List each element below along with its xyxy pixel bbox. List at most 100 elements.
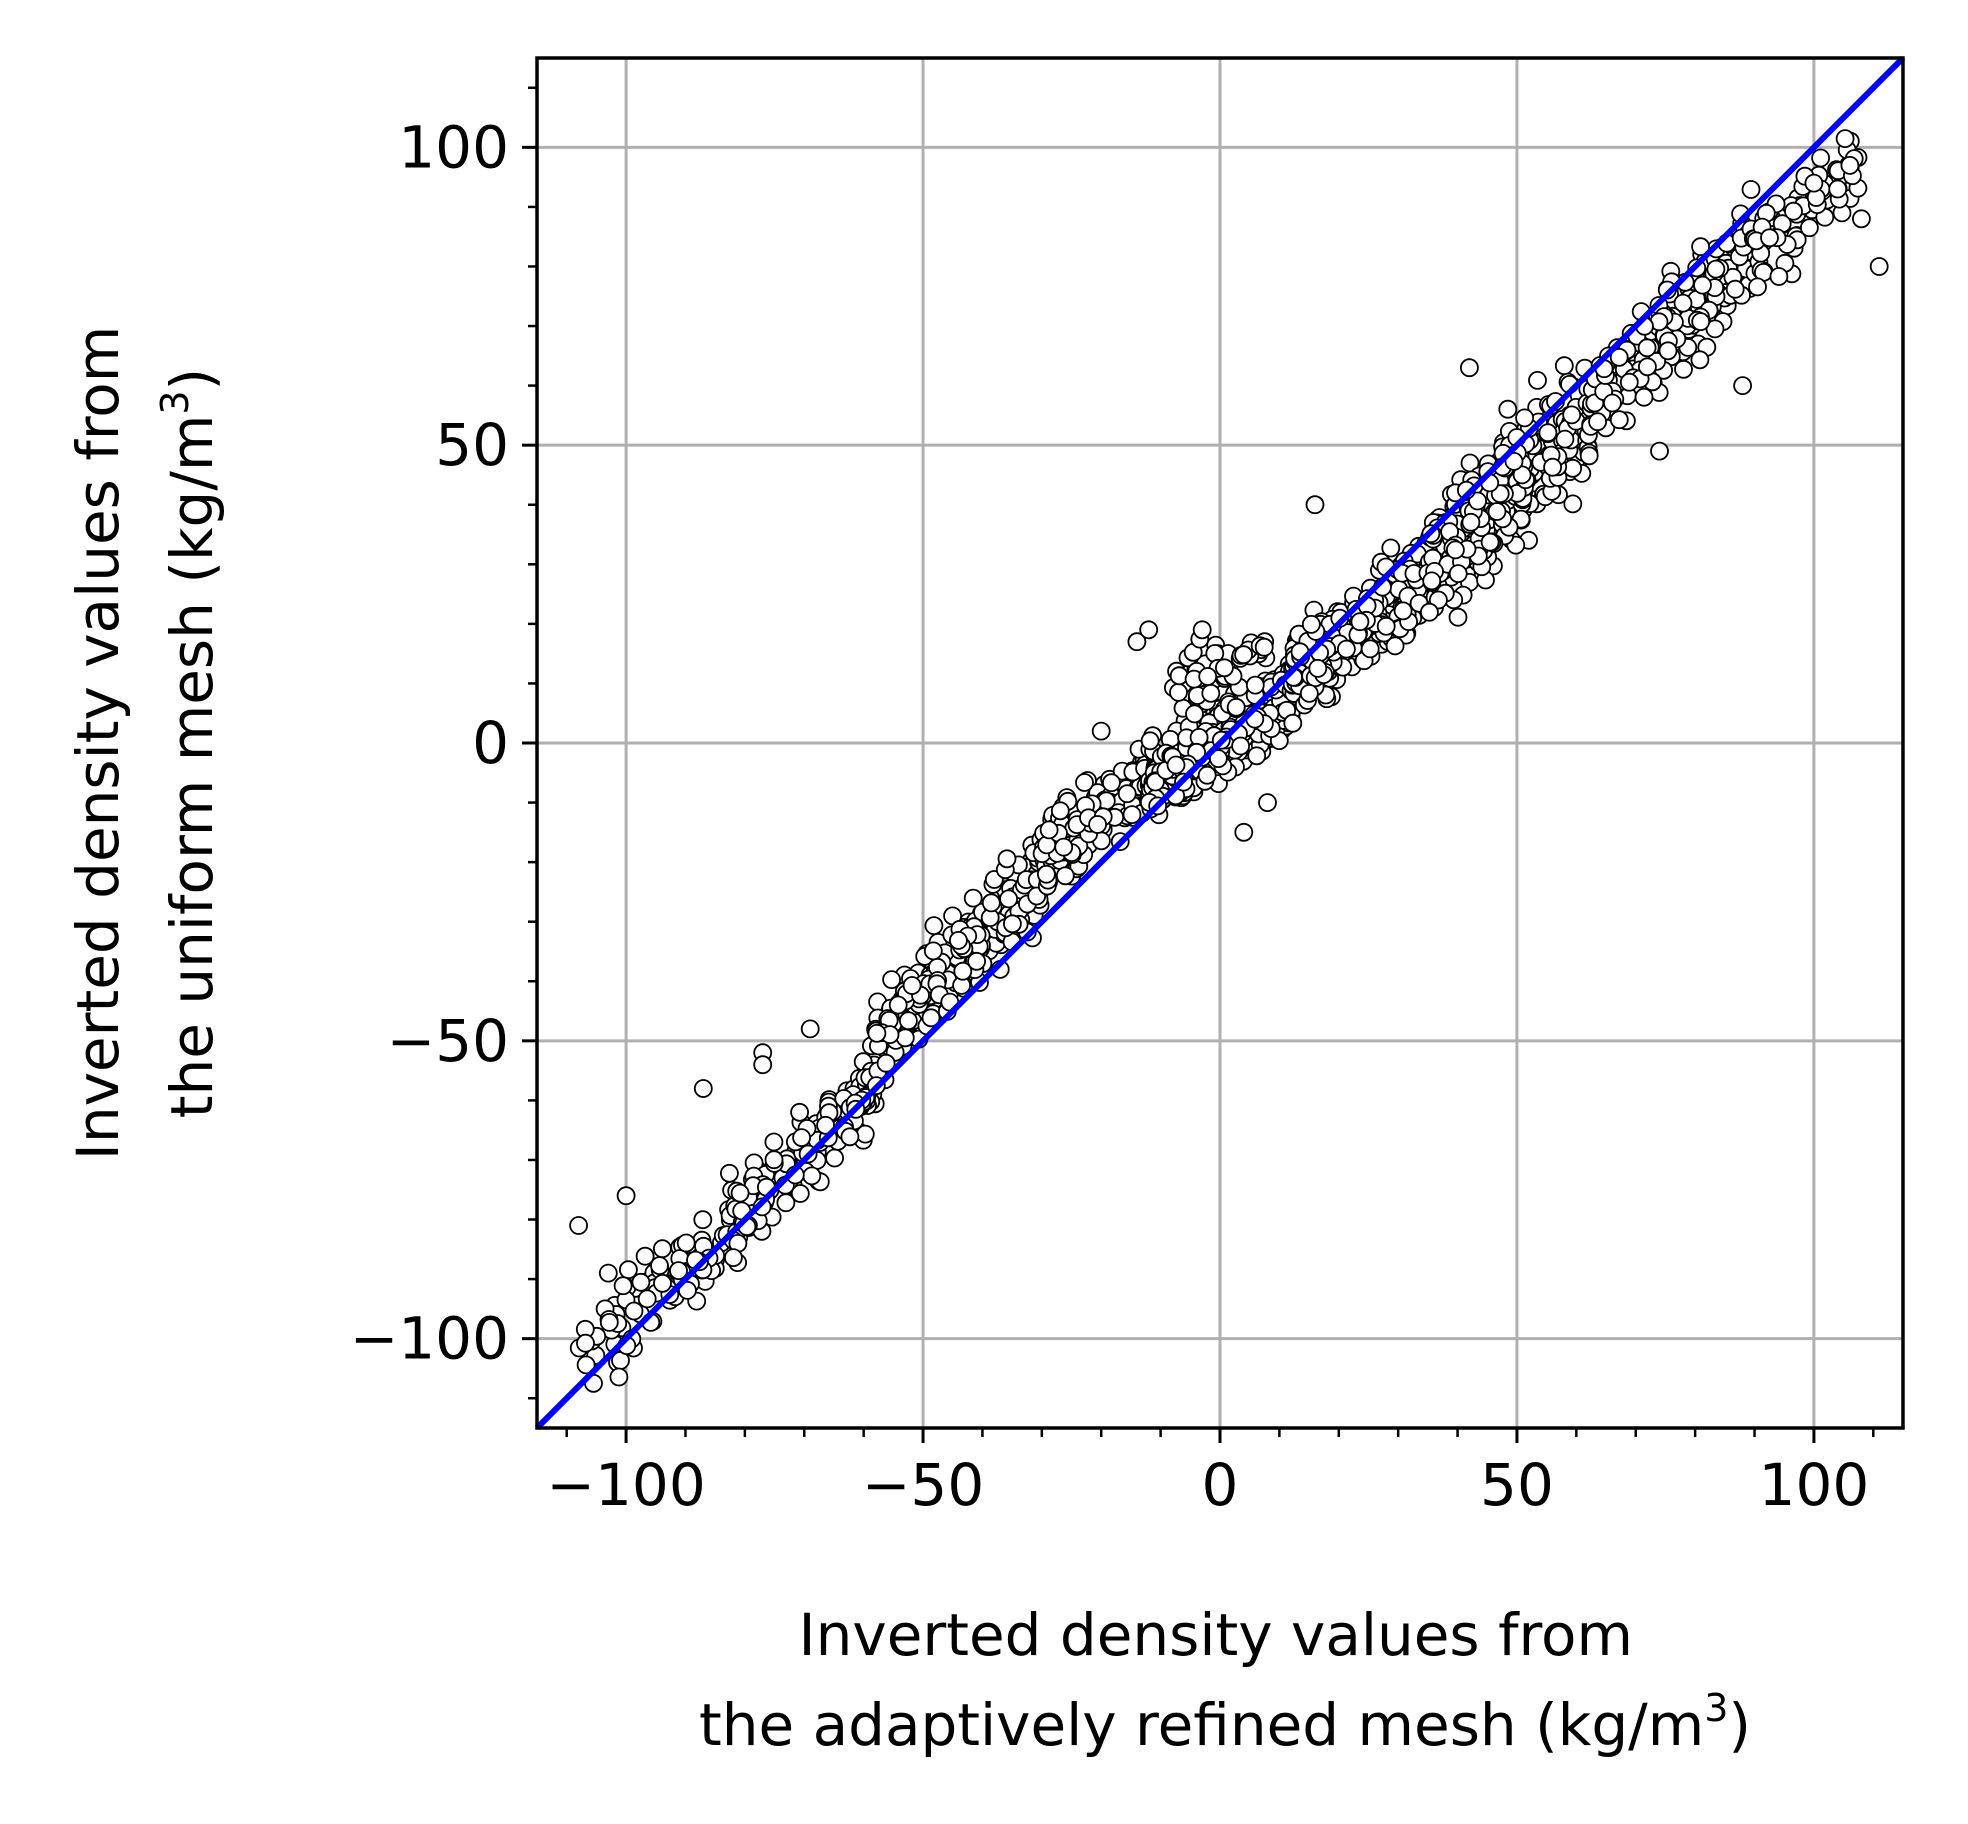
data-point xyxy=(1693,275,1712,295)
x-tick-labels: −100 −50 0 50 100 xyxy=(546,1451,1869,1519)
data-point xyxy=(1650,441,1669,461)
data-point xyxy=(1350,612,1370,632)
data-point xyxy=(882,970,901,989)
data-point xyxy=(631,1272,651,1292)
data-point xyxy=(1360,639,1380,659)
data-point xyxy=(1869,257,1889,276)
data-point xyxy=(1308,659,1328,678)
data-point xyxy=(1050,801,1070,821)
data-point xyxy=(1811,148,1830,168)
data-point xyxy=(678,1281,697,1300)
data-point xyxy=(1192,620,1212,640)
data-point xyxy=(1169,683,1188,702)
data-point xyxy=(802,1166,822,1186)
data-point xyxy=(790,1102,809,1122)
data-point xyxy=(1117,784,1137,804)
data-point xyxy=(635,1246,655,1266)
data-point xyxy=(1037,864,1056,884)
data-point xyxy=(888,995,908,1015)
data-point xyxy=(1515,408,1534,428)
data-point xyxy=(902,976,922,995)
data-point xyxy=(1146,772,1165,792)
data-point xyxy=(792,1128,811,1147)
data-point xyxy=(1461,512,1481,532)
data-point xyxy=(776,1193,796,1213)
data-point xyxy=(1588,412,1607,432)
x-tick-label: 50 xyxy=(1480,1451,1554,1519)
y-tick-label: 100 xyxy=(398,113,509,181)
data-point xyxy=(1579,446,1599,466)
data-point xyxy=(1634,387,1654,407)
data-point xyxy=(1448,607,1468,627)
data-point xyxy=(613,1276,633,1296)
data-point xyxy=(924,916,944,935)
data-point xyxy=(1234,822,1254,842)
x-axis-label-superscript: 3 xyxy=(1704,1686,1728,1730)
data-point xyxy=(1215,658,1234,678)
data-points xyxy=(569,129,1889,1393)
data-point xyxy=(1102,773,1121,793)
data-point xyxy=(1003,914,1022,934)
data-point xyxy=(1381,538,1401,558)
data-point xyxy=(1245,675,1265,695)
data-point xyxy=(899,1011,918,1031)
data-point xyxy=(1784,201,1803,221)
y-axis-label-line-1: Inverted density values from xyxy=(64,326,132,1161)
data-point xyxy=(1603,393,1622,413)
y-axis-label-second-line: the uniform mesh (kg/m3) xyxy=(153,368,226,1118)
data-point xyxy=(1460,358,1479,378)
data-point xyxy=(1741,180,1761,199)
data-point xyxy=(1674,359,1693,379)
data-point xyxy=(1234,645,1253,665)
data-point xyxy=(1835,129,1855,149)
data-point xyxy=(1852,209,1871,229)
data-point xyxy=(949,931,968,950)
data-point xyxy=(764,1132,784,1152)
data-point xyxy=(1480,532,1500,552)
data-point xyxy=(867,1023,887,1043)
data-point xyxy=(1487,502,1507,521)
data-point xyxy=(1543,457,1562,477)
data-point xyxy=(1609,410,1629,430)
data-point xyxy=(1122,805,1142,824)
data-point xyxy=(609,1367,629,1387)
y-axis-label: Inverted density values from xyxy=(64,326,132,1161)
data-point xyxy=(1140,731,1160,751)
data-point xyxy=(790,1184,810,1203)
data-point xyxy=(693,1210,713,1230)
data-point xyxy=(981,893,1001,913)
data-point xyxy=(1512,465,1532,485)
data-point xyxy=(1039,820,1059,840)
data-point xyxy=(1748,277,1767,297)
x-tick-label: −50 xyxy=(862,1451,984,1519)
x-axis-label-line-2-tail: ) xyxy=(1728,1691,1751,1759)
data-point xyxy=(1554,356,1574,376)
reference-line-group xyxy=(534,55,1906,1431)
x-tick-label: −100 xyxy=(546,1451,705,1519)
data-point xyxy=(1760,228,1779,248)
data-point xyxy=(1201,683,1221,703)
y-axis-label-superscript: 3 xyxy=(153,390,197,414)
data-point xyxy=(1337,639,1356,659)
data-point xyxy=(1609,347,1629,367)
y-axis-label-line-2-main: the uniform mesh (kg/m xyxy=(158,415,226,1119)
data-point xyxy=(650,1256,669,1275)
data-point xyxy=(693,1079,713,1098)
data-point xyxy=(953,961,973,981)
data-point xyxy=(999,889,1018,909)
data-point xyxy=(997,849,1017,869)
data-point xyxy=(1393,601,1413,621)
data-point xyxy=(1299,684,1319,703)
data-point xyxy=(800,1019,820,1039)
data-point xyxy=(1690,350,1710,370)
data-point xyxy=(1185,704,1204,724)
data-point xyxy=(1800,218,1819,238)
data-point xyxy=(1691,237,1710,257)
data-point xyxy=(1209,749,1228,768)
data-point xyxy=(1088,815,1107,834)
grid xyxy=(537,58,1903,1428)
data-point xyxy=(1139,620,1159,640)
data-point xyxy=(967,951,986,971)
y-axis-label-line-2-tail: ) xyxy=(158,368,226,391)
